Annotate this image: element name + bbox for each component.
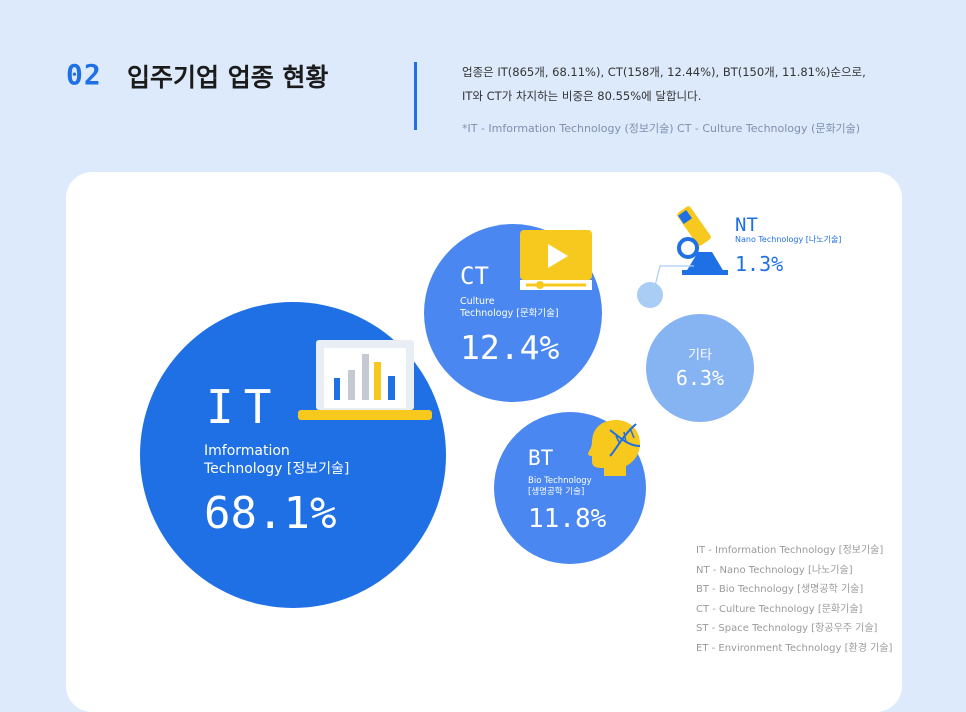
microscope-icon <box>677 206 728 275</box>
chart-card: IT Imformation Technology [정보기술] 68.1% C… <box>66 172 902 712</box>
bubble-it-code: IT <box>206 380 282 434</box>
bubble-bt-value: 11.8% <box>528 504 607 534</box>
bubble-nt-name: Nano Technology [나노기술] <box>735 235 842 244</box>
bubble-nt-code: NT <box>735 214 758 236</box>
bubble-ct-name: Culture Technology [문화기술] <box>460 296 559 320</box>
description-note: *IT - Imformation Technology (정보기술) CT -… <box>462 122 861 135</box>
video-player-icon <box>520 230 592 290</box>
bubble-it-name: Imformation Technology [정보기술] <box>204 443 350 478</box>
nt-dot <box>637 282 663 308</box>
bubble-it-value: 68.1% <box>204 488 337 539</box>
legend-item: ST - Space Technology [항공우주 기술] <box>696 623 878 635</box>
description-line-1: 업종은 IT(865개, 68.11%), CT(158개, 12.44%), … <box>462 65 866 79</box>
header-divider <box>414 62 417 130</box>
legend-item: NT - Nano Technology [나노기술] <box>696 564 853 576</box>
page-title: 입주기업 업종 현황 <box>127 63 329 92</box>
bubble-bt-name: Bio Technology [생명공학 기술] <box>528 476 592 498</box>
bubble-etc: 기타 6.3% <box>646 314 754 422</box>
description-line-2: IT와 CT가 차지하는 비중은 80.55%에 달합니다. <box>462 89 702 103</box>
bubble-ct-code: CT <box>460 262 489 290</box>
bubble-nt-value: 1.3% <box>735 252 784 276</box>
legend-item: IT - Imformation Technology [정보기술] <box>696 545 884 556</box>
bubble-etc-code: 기타 <box>688 348 712 363</box>
legend-item: CT - Culture Technology [문화기술] <box>696 603 863 615</box>
laptop-chart-icon <box>298 340 432 420</box>
bubble-ct: CT Culture Technology [문화기술] 12.4% <box>424 224 602 402</box>
dna-head-icon <box>588 420 641 476</box>
bubble-bt-code: BT <box>528 446 554 470</box>
bubble-etc-value: 6.3% <box>675 366 725 390</box>
section-number: 02 <box>66 58 102 91</box>
bubble-ct-value: 12.4% <box>460 328 560 367</box>
legend-item: ET - Environment Technology [환경 기술] <box>696 642 893 654</box>
legend: IT - Imformation Technology [정보기술] NT - … <box>696 541 892 659</box>
legend-item: BT - Bio Technology [생명공학 기술] <box>696 584 864 596</box>
